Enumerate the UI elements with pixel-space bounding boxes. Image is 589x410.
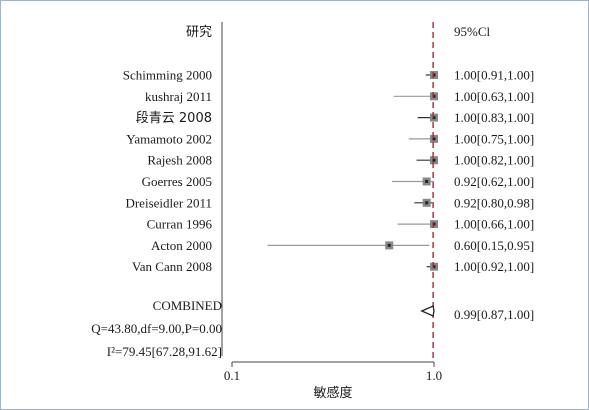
combined-ci-label: 0.99[0.87,1.00] <box>454 307 534 322</box>
study-name: Van Cann 2008 <box>132 259 212 274</box>
ci-label: 1.00[0.82,1.00] <box>454 153 534 168</box>
study-row: Goerres 2005 0.92[0.62,1.00] <box>142 174 535 189</box>
study-row: Acton 2000 0.60[0.15,0.95] <box>151 238 534 253</box>
estimate-dot <box>432 265 436 269</box>
ci-label: 0.92[0.80,0.98] <box>454 195 534 210</box>
study-row: Van Cann 2008 1.00[0.92,1.00] <box>132 259 534 274</box>
ci-label: 1.00[0.83,1.00] <box>454 110 534 125</box>
study-name: Curran 1996 <box>147 217 213 232</box>
x-axis-ticks: 0.1 1.0 <box>224 362 442 383</box>
estimate-dot <box>432 116 436 120</box>
study-header: 研究 <box>186 25 212 40</box>
ci-header: 95%Cl <box>454 24 491 39</box>
estimate-dot <box>425 201 429 205</box>
ci-label: 0.60[0.15,0.95] <box>454 238 534 253</box>
ci-label: 1.00[0.91,1.00] <box>454 68 534 83</box>
combined-diamond <box>420 305 435 317</box>
study-row: kushraj 2011 1.00[0.63,1.00] <box>145 89 534 104</box>
ci-label: 1.00[0.92,1.00] <box>454 259 534 274</box>
study-row: Yamamoto 2002 1.00[0.75,1.00] <box>126 131 534 146</box>
ci-label: 0.92[0.62,1.00] <box>454 174 534 189</box>
x-tick-label: 1.0 <box>426 368 442 383</box>
study-name: Dreiseidler 2011 <box>125 195 212 210</box>
study-row: Curran 1996 1.00[0.66,1.00] <box>147 217 535 232</box>
estimate-dot <box>432 94 436 98</box>
estimate-dot <box>432 158 436 162</box>
study-row: 段青云 2008 1.00[0.83,1.00] <box>136 110 534 126</box>
heterogeneity-i2: I²=79.45[67.28,91.62] <box>107 344 222 359</box>
study-name: Schimming 2000 <box>123 68 212 83</box>
study-name: Acton 2000 <box>151 238 212 253</box>
study-name: Goerres 2005 <box>142 174 212 189</box>
ci-label: 1.00[0.63,1.00] <box>454 89 534 104</box>
study-name: 段青云 2008 <box>136 111 212 126</box>
estimate-dot <box>432 73 436 77</box>
estimate-dot <box>432 222 436 226</box>
combined-row: COMBINED 0.99[0.87,1.00] <box>153 298 535 322</box>
combined-label: COMBINED <box>153 298 222 313</box>
x-tick-label: 0.1 <box>224 368 240 383</box>
estimate-dot <box>387 243 391 247</box>
heterogeneity-q: Q=43.80,df=9.00,P=0.00 <box>91 321 222 336</box>
study-row: Dreiseidler 2011 0.92[0.80,0.98] <box>125 195 534 210</box>
x-axis-label: 敏感度 <box>313 385 352 401</box>
study-rows: Schimming 2000 1.00[0.91,1.00] kushraj 201… <box>123 68 534 275</box>
ci-label: 1.00[0.75,1.00] <box>454 131 534 146</box>
estimate-dot <box>432 137 436 141</box>
ci-label: 1.00[0.66,1.00] <box>454 217 534 232</box>
study-row: Schimming 2000 1.00[0.91,1.00] <box>123 68 534 83</box>
estimate-dot <box>425 180 429 183</box>
study-row: Rajesh 2008 1.00[0.82,1.00] <box>147 153 534 168</box>
study-name: Yamamoto 2002 <box>126 131 212 146</box>
study-name: kushraj 2011 <box>145 89 212 104</box>
study-name: Rajesh 2008 <box>147 153 212 168</box>
